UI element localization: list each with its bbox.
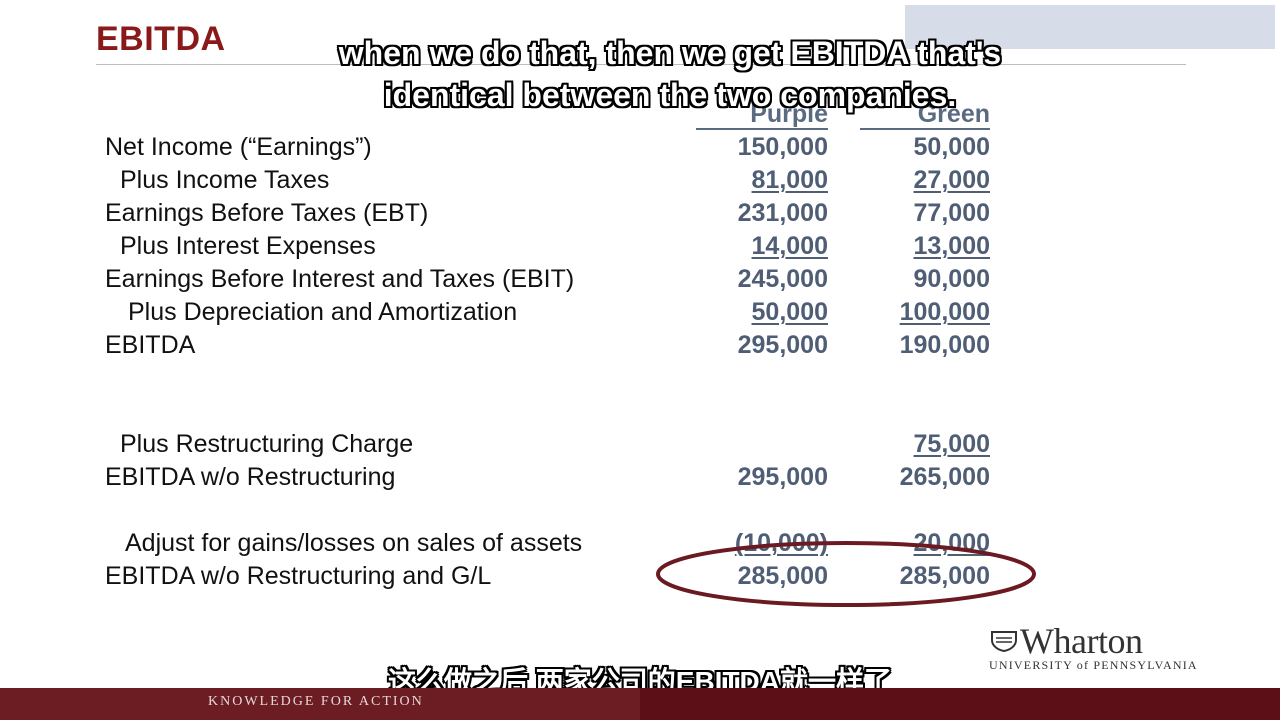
purple-value: 50,000 — [751, 298, 828, 326]
purple-value: 295,000 — [737, 463, 828, 491]
purple-value: 81,000 — [751, 166, 828, 194]
table-row: Earnings Before Taxes (EBT) 231,000 77,0… — [0, 197, 1000, 230]
row-label: Plus Income Taxes — [120, 166, 330, 194]
table-row: Plus Restructuring Charge 75,000 — [0, 428, 1000, 461]
purple-value: 150,000 — [737, 133, 828, 161]
footer-text: Knowledge for Action — [208, 694, 424, 709]
row-label: Earnings Before Interest and Taxes (EBIT… — [105, 265, 575, 293]
logo-wordmark: Wharton — [1020, 621, 1143, 661]
row-label: EBITDA — [105, 331, 196, 359]
row-label: Net Income (“Earnings”) — [105, 133, 372, 161]
column-header-green: Green — [860, 100, 990, 130]
green-value: 90,000 — [913, 265, 990, 293]
title-divider — [96, 64, 1186, 65]
table-row: Plus Income Taxes 81,000 27,000 — [0, 164, 1000, 197]
purple-value: 245,000 — [737, 265, 828, 293]
green-value: 190,000 — [899, 331, 990, 359]
footer-bar-left — [0, 688, 640, 720]
row-label: Plus Interest Expenses — [120, 232, 376, 260]
green-value: 77,000 — [913, 199, 990, 227]
shield-icon — [991, 631, 1017, 652]
row-label: Plus Restructuring Charge — [120, 430, 414, 458]
subtitle-english: when we do that, then we get EBITDA that… — [200, 32, 1140, 116]
table-row: EBITDA w/o Restructuring and G/L 285,000… — [0, 560, 1000, 593]
row-label: Adjust for gains/losses on sales of asse… — [125, 529, 583, 557]
table-row: Plus Depreciation and Amortization 50,00… — [0, 296, 1000, 329]
green-value: 50,000 — [913, 133, 990, 161]
slide-title: EBITDA — [96, 20, 226, 58]
row-label: Plus Depreciation and Amortization — [128, 298, 518, 326]
row-label: EBITDA w/o Restructuring and G/L — [105, 562, 492, 590]
purple-value: 231,000 — [737, 199, 828, 227]
green-value: 13,000 — [913, 232, 990, 260]
green-value: 285,000 — [899, 562, 990, 590]
table-row: EBITDA w/o Restructuring 295,000 265,000 — [0, 461, 1000, 494]
green-value: 100,000 — [899, 298, 990, 326]
green-value: 75,000 — [913, 430, 990, 458]
wharton-logo: Wharton UNIVERSITY of PENNSYLVANIA — [988, 621, 1197, 674]
watermark-box — [905, 5, 1275, 49]
green-value: 27,000 — [913, 166, 990, 194]
table-row: Net Income (“Earnings”) 150,000 50,000 — [0, 131, 1000, 164]
purple-value: 285,000 — [737, 562, 828, 590]
subtitle-line-1: when we do that, then we get EBITDA that… — [338, 35, 1002, 71]
table-row: Earnings Before Interest and Taxes (EBIT… — [0, 263, 1000, 296]
logo-tagline: UNIVERSITY of PENNSYLVANIA — [989, 658, 1198, 672]
table-row: Plus Interest Expenses 14,000 13,000 — [0, 230, 1000, 263]
column-header-purple: Purple — [696, 100, 828, 130]
subtitle-line-2: identical between the two companies. — [383, 77, 957, 113]
table-row: EBITDA 295,000 190,000 — [0, 329, 1000, 362]
green-value: 265,000 — [899, 463, 990, 491]
row-label: Earnings Before Taxes (EBT) — [105, 199, 429, 227]
row-label: EBITDA w/o Restructuring — [105, 463, 396, 491]
purple-value: 14,000 — [751, 232, 828, 260]
purple-value: 295,000 — [737, 331, 828, 359]
